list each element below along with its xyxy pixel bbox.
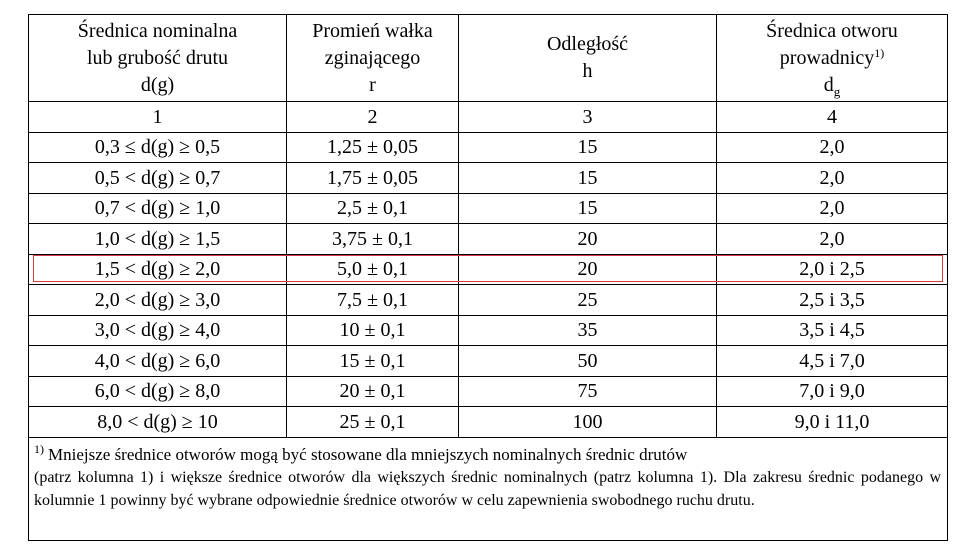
cell: 1,25 ± 0,05: [286, 131, 459, 163]
cell: 2,0: [716, 192, 948, 224]
header-line: Średnica nominalna: [77, 19, 238, 42]
cell: 7,5 ± 0,1: [286, 284, 459, 316]
cell: 15: [458, 192, 717, 224]
header-line: zginającego: [324, 46, 421, 69]
index-cell: 3: [458, 101, 717, 133]
header-text: prowadnicy: [779, 46, 875, 69]
data-row: 4,0 < d(g) ≥ 6,0 15 ± 0,1 50 4,5 i 7,0: [28, 345, 948, 377]
data-row: 0,3 ≤ d(g) ≥ 0,5 1,25 ± 0,05 15 2,0: [28, 131, 948, 163]
cell: 15 ± 0,1: [286, 345, 459, 377]
cell: 2,0: [716, 162, 948, 194]
cell: 75: [458, 375, 717, 407]
header-cell: Średnica nominalna lub grubość drutu d(g…: [28, 14, 287, 102]
data-row: 2,0 < d(g) ≥ 3,0 7,5 ± 0,1 25 2,5 i 3,5: [28, 284, 948, 316]
cell: 25 ± 0,1: [286, 406, 459, 438]
cell: 20 ± 0,1: [286, 375, 459, 407]
subscript: g: [833, 83, 841, 99]
cell: 0,7 < d(g) ≥ 1,0: [28, 192, 287, 224]
cell: 3,75 ± 0,1: [286, 223, 459, 255]
header-line: Średnica otworu: [766, 19, 898, 42]
highlight-box: [33, 255, 943, 282]
cell: 10 ± 0,1: [286, 314, 459, 346]
data-row: 0,5 < d(g) ≥ 0,7 1,75 ± 0,05 15 2,0: [28, 162, 948, 194]
header-line: dg: [717, 72, 947, 99]
cell: 50: [458, 345, 717, 377]
symbol: d: [823, 73, 834, 96]
cell: 0,5 < d(g) ≥ 0,7: [28, 162, 287, 194]
cell: 2,0: [716, 131, 948, 163]
cell: 0,3 ≤ d(g) ≥ 0,5: [28, 131, 287, 163]
cell: 25: [458, 284, 717, 316]
header-line: lub grubość drutu: [86, 46, 229, 69]
footnote-first-line: 1) Mniejsze średnice otworów mogą być st…: [34, 441, 941, 468]
header-line: Odległość: [546, 33, 629, 55]
data-row: 6,0 < d(g) ≥ 8,0 20 ± 0,1 75 7,0 i 9,0: [28, 375, 948, 407]
data-row: 8,0 < d(g) ≥ 10 25 ± 0,1 100 9,0 i 11,0: [28, 406, 948, 438]
cell: 2,0: [716, 223, 948, 255]
data-row: 1,0 < d(g) ≥ 1,5 3,75 ± 0,1 20 2,0: [28, 223, 948, 255]
data-row: 3,0 < d(g) ≥ 4,0 10 ± 0,1 35 3,5 i 4,5: [28, 314, 948, 346]
cell: 35: [458, 314, 717, 346]
footnote-paragraph: (patrz kolumna 1) i większe średnice otw…: [34, 469, 941, 509]
header-cell: Promień wałka zginającego r: [286, 14, 459, 102]
footnote-marker: 1): [34, 441, 44, 456]
header-row: Średnica nominalna lub grubość drutu d(g…: [28, 14, 948, 102]
cell: 2,0 < d(g) ≥ 3,0: [28, 284, 287, 316]
footnote: 1) Mniejsze średnice otworów mogą być st…: [28, 436, 948, 541]
cell: 6,0 < d(g) ≥ 8,0: [28, 375, 287, 407]
cell: 100: [458, 406, 717, 438]
data-row: 0,7 < d(g) ≥ 1,0 2,5 ± 0,1 15 2,0: [28, 192, 948, 224]
index-cell: 4: [716, 101, 948, 133]
cell: 4,0 < d(g) ≥ 6,0: [28, 345, 287, 377]
header-line: r: [369, 73, 376, 96]
superscript: 1): [874, 45, 885, 60]
cell: 9,0 i 11,0: [716, 406, 948, 438]
index-cell: 2: [286, 101, 459, 133]
header-line: d(g): [140, 73, 175, 96]
cell: 2,5 i 3,5: [716, 284, 948, 316]
table: Średnica nominalna lub grubość drutu d(g…: [28, 14, 948, 541]
cell: 3,5 i 4,5: [716, 314, 948, 346]
header-line: Promień wałka: [312, 19, 433, 42]
header-cell: Odległość h: [458, 14, 717, 102]
header-line: h: [582, 60, 593, 82]
cell: 2,0 i 2,5: [716, 253, 948, 285]
cell: 1,75 ± 0,05: [286, 162, 459, 194]
cell: 4,5 i 7,0: [716, 345, 948, 377]
cell: 3,0 < d(g) ≥ 4,0: [28, 314, 287, 346]
footnote-text: Mniejsze średnice otworów mogą być stoso…: [48, 444, 688, 464]
cell: 2,5 ± 0,1: [286, 192, 459, 224]
cell: 20: [458, 223, 717, 255]
index-cell: 1: [28, 101, 287, 133]
header-cell: Średnica otworu prowadnicy1) dg: [716, 14, 948, 102]
cell: 15: [458, 162, 717, 194]
cell: 8,0 < d(g) ≥ 10: [28, 406, 287, 438]
footnote-row: 1) Mniejsze średnice otworów mogą być st…: [28, 436, 948, 541]
cell: 7,0 i 9,0: [716, 375, 948, 407]
header-line: prowadnicy1): [717, 45, 947, 72]
cell: 1,0 < d(g) ≥ 1,5: [28, 223, 287, 255]
cell: 15: [458, 131, 717, 163]
